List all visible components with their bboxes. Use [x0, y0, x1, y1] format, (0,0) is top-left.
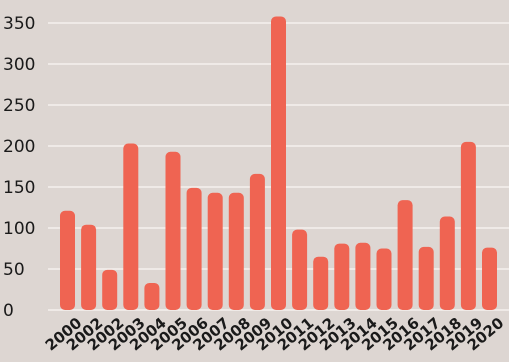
- bar: [439, 216, 455, 310]
- bar: [334, 243, 350, 310]
- bar: [355, 242, 371, 310]
- bar: [81, 224, 97, 310]
- bar: [144, 282, 160, 310]
- bars: [60, 16, 497, 310]
- y-tick-label: 0: [3, 301, 14, 321]
- bar: [60, 210, 75, 310]
- y-tick-label: 150: [3, 178, 35, 198]
- bar: [271, 16, 286, 310]
- bar: [228, 192, 244, 310]
- bar: [482, 247, 497, 310]
- bar: [249, 173, 265, 310]
- bar: [102, 269, 118, 310]
- y-tick-label: 250: [3, 96, 35, 116]
- bar: [186, 187, 202, 310]
- bar: [397, 200, 413, 310]
- bar: [207, 192, 223, 310]
- y-tick-label: 50: [3, 260, 25, 280]
- bar: [460, 141, 476, 310]
- y-tick-label: 100: [3, 219, 35, 239]
- bar: [376, 248, 392, 310]
- x-axis-ticks: 2000200220022003200420052006200720082009…: [42, 314, 508, 355]
- bar: [292, 229, 308, 310]
- y-tick-label: 350: [3, 14, 35, 34]
- y-tick-label: 300: [3, 55, 35, 75]
- y-axis-ticks: 0 50 100 150 200 250 300 350: [3, 14, 35, 321]
- bar: [313, 256, 329, 310]
- bar: [123, 143, 139, 310]
- y-tick-label: 200: [3, 137, 35, 157]
- bar: [165, 151, 181, 310]
- bar: [418, 246, 434, 310]
